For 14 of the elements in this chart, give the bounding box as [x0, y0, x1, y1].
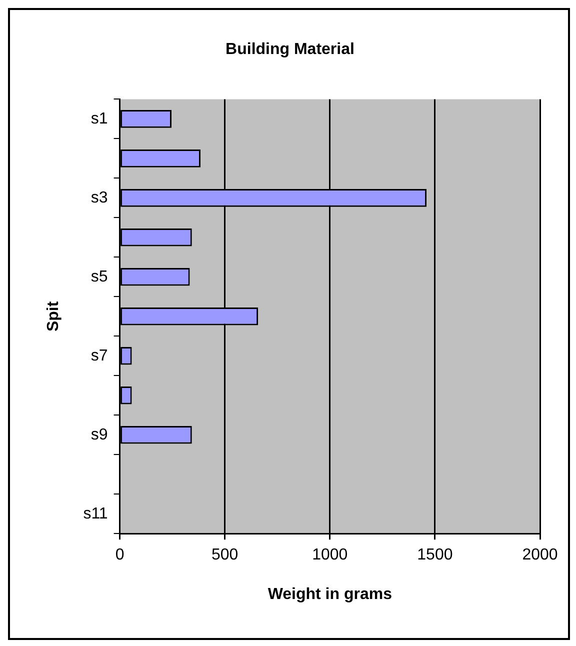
y-tick-label: s9: [90, 426, 108, 444]
y-tick-label: s5: [90, 268, 108, 286]
x-tick-label: 1500: [417, 546, 453, 564]
x-axis-title: Weight in grams: [268, 586, 392, 603]
y-tick-label: s7: [90, 347, 108, 364]
x-tick-label: 500: [212, 546, 238, 564]
y-tick-label: s1: [90, 110, 108, 128]
y-tick-label: s11: [83, 505, 108, 522]
x-tick-label: 0: [115, 546, 124, 564]
x-tick-label: 2000: [522, 546, 558, 564]
y-axis-title: Spit: [45, 300, 62, 332]
x-tick-label: 1000: [312, 546, 348, 564]
chart-title: Building Material: [226, 41, 354, 58]
y-tick-label: s3: [90, 189, 108, 206]
